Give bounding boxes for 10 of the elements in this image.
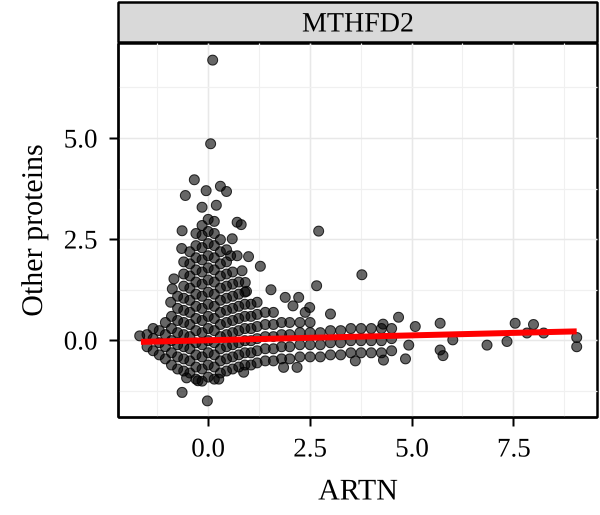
y-axis-title: Other proteins	[16, 144, 49, 317]
y-tick-label: 5.0	[64, 124, 98, 154]
y-tick-label: 2.5	[64, 224, 98, 255]
x-tick-label: 0.0	[191, 432, 226, 462]
x-tick-label: 7.5	[497, 432, 531, 462]
y-tick-label: 0.0	[64, 326, 98, 356]
x-tick-label: 2.5	[293, 432, 327, 462]
x-tick-label: 5.0	[395, 432, 429, 462]
x-axis-title: ARTN	[318, 474, 398, 506]
chart-title: MTHFD2	[302, 8, 414, 38]
